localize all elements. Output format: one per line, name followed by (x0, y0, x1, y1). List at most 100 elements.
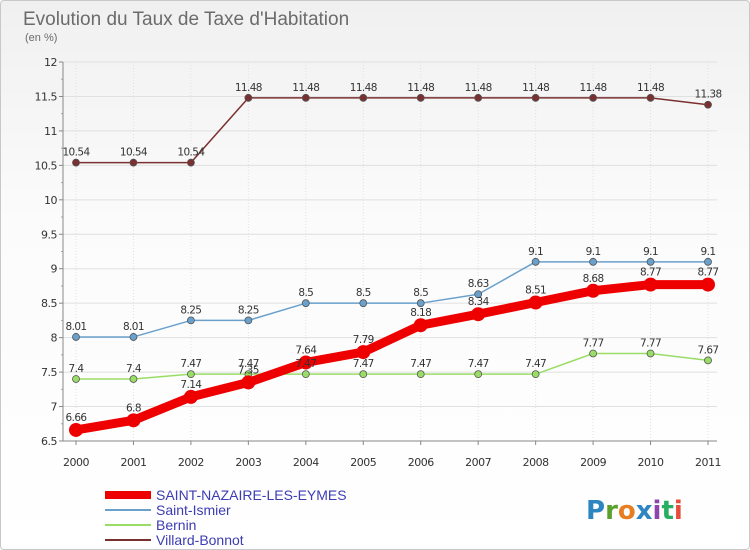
data-point (126, 413, 141, 428)
series-line (75, 261, 709, 338)
x-tick-label: 2001 (120, 456, 146, 469)
chart-subtitle: (en %) (25, 32, 57, 44)
data-point (183, 389, 198, 404)
data-label: 8.77 (698, 267, 719, 279)
logo-letter: o (618, 496, 636, 526)
data-point (187, 370, 195, 379)
x-tick-label: 2004 (293, 456, 319, 469)
data-label: 11.48 (580, 82, 607, 94)
data-point (413, 318, 428, 333)
data-label: 11.48 (637, 82, 664, 94)
data-point (187, 316, 195, 325)
series-saint-nazaire-les-eymes (69, 277, 715, 437)
data-label: 8.63 (468, 278, 489, 290)
legend-label: Saint-Ismier (156, 502, 231, 518)
proxiti-logo: Proxiti (586, 496, 683, 526)
y-tick-label: 8.5 (41, 297, 57, 310)
x-tick-label: 2006 (408, 456, 434, 469)
x-tick-label: 2009 (580, 456, 606, 469)
data-point (704, 257, 712, 266)
data-label: 11.48 (465, 82, 492, 94)
data-label: 11.48 (407, 82, 434, 94)
y-tick-label: 11 (44, 125, 57, 138)
data-label: 7.4 (69, 363, 85, 375)
data-point (244, 316, 253, 325)
data-label: 8.5 (298, 287, 313, 299)
data-point (244, 93, 253, 102)
data-point (704, 356, 712, 365)
y-tick-label: 9.5 (41, 228, 57, 241)
data-point (474, 290, 483, 299)
y-tick-label: 11.5 (35, 90, 58, 103)
logo-letter: r (605, 496, 618, 526)
data-point (701, 277, 715, 292)
logo-letter: i (653, 496, 662, 526)
data-label: 7.47 (295, 358, 316, 370)
y-tick-label: 8 (51, 332, 58, 345)
data-point (69, 422, 83, 437)
data-point (646, 93, 655, 102)
logo-letter: x (636, 496, 653, 526)
data-label: 11.48 (350, 82, 377, 94)
legend-item: SAINT-NAZAIRE-LES-EYMES (105, 487, 347, 503)
y-tick-label: 10.5 (35, 159, 58, 172)
data-label: 9.1 (701, 246, 716, 258)
x-tick-label: 2005 (350, 456, 376, 469)
legend-label: Villard-Bonnot (156, 532, 244, 548)
data-label: 7.47 (468, 358, 489, 370)
data-point (589, 93, 597, 102)
chart-title: Evolution du Taux de Taxe d'Habitation (23, 9, 349, 30)
data-point (471, 307, 486, 322)
series-layer (69, 93, 715, 437)
data-label: 7.67 (698, 344, 719, 356)
data-label: 10.54 (177, 147, 205, 159)
data-label: 9.1 (643, 246, 658, 258)
data-label: 8.68 (583, 273, 604, 285)
data-labels: 8.01 8.01 8.25 8.25 8.5 8.5 8.5 8.63 9.1 9.1 9.1 9.… (62, 82, 722, 424)
x-tick-label: 2011 (695, 456, 721, 469)
x-tick-label: 2010 (638, 456, 664, 469)
legend-item: Saint-Ismier (105, 502, 231, 518)
x-tick-label: 2000 (63, 456, 89, 469)
data-point (356, 345, 371, 360)
x-tick-label: 2008 (523, 456, 549, 469)
data-label: 7.47 (410, 358, 431, 370)
data-point (129, 158, 138, 167)
legend-item: Villard-Bonnot (105, 532, 244, 548)
data-label: 8.01 (123, 321, 144, 333)
data-point (646, 257, 655, 266)
logo-letter: P (586, 496, 605, 526)
data-point (359, 93, 368, 102)
data-label: 7.35 (238, 364, 259, 376)
data-point (359, 299, 368, 308)
data-point (298, 355, 313, 370)
data-point (129, 333, 138, 341)
data-label: 7.79 (353, 334, 374, 346)
data-point (416, 93, 425, 102)
data-point (531, 370, 540, 379)
data-point (589, 349, 597, 358)
data-point (704, 100, 712, 109)
series-saint-ismier (72, 257, 712, 341)
data-label: 10.54 (120, 147, 148, 159)
data-label: 6.8 (126, 402, 141, 414)
data-label: 7.4 (126, 363, 142, 375)
y-tick-label: 7 (51, 401, 58, 414)
data-point (301, 299, 310, 308)
data-point (72, 333, 80, 341)
data-point (646, 349, 655, 358)
series-line (71, 280, 713, 435)
data-label: 7.47 (353, 358, 374, 370)
data-label: 10.54 (62, 147, 90, 159)
data-point (474, 370, 483, 379)
data-label: 7.77 (583, 337, 604, 349)
data-label: 11.48 (292, 82, 319, 94)
data-label: 8.18 (410, 307, 431, 319)
data-point (589, 257, 597, 266)
data-point (643, 277, 658, 292)
data-label: 8.25 (180, 304, 201, 316)
series-bernin (72, 349, 712, 383)
data-label: 8.34 (468, 296, 490, 308)
data-point (187, 158, 195, 167)
data-label: 9.1 (528, 246, 543, 258)
